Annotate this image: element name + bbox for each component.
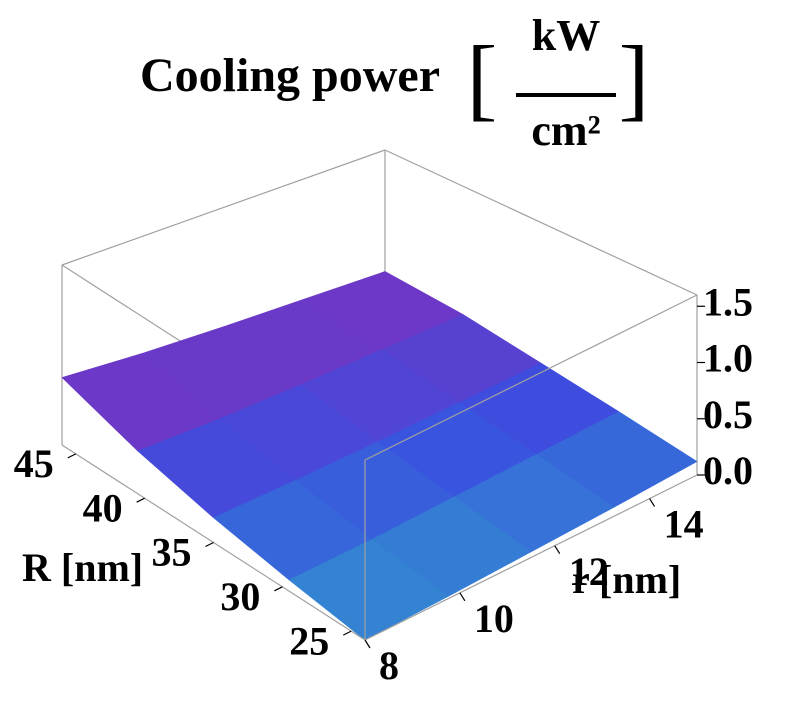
y-tick-label: 45 — [14, 441, 54, 486]
x-tick-label: 10 — [474, 596, 514, 641]
x-tick — [459, 592, 466, 602]
x-tick-label: 12 — [569, 549, 609, 594]
y-tick — [274, 586, 283, 592]
x-tick-label: 8 — [379, 643, 399, 688]
y-tick — [342, 630, 352, 636]
z-tick-label: 1.5 — [703, 279, 753, 324]
y-tick-label: 30 — [220, 574, 260, 619]
x-tick — [364, 639, 371, 649]
z-tick-label: 1.0 — [703, 336, 753, 381]
box-edge — [384, 149, 698, 296]
y-tick-label: 25 — [289, 618, 329, 663]
z-tick-label: 0.0 — [703, 448, 753, 493]
y-tick — [67, 453, 77, 459]
y-axis-label: R [nm] — [22, 545, 143, 590]
y-tick — [136, 497, 145, 503]
x-tick-label: 14 — [664, 502, 704, 547]
bracket: [ — [467, 27, 498, 129]
z-tick-label: 0.5 — [703, 392, 753, 437]
box-edge — [364, 294, 698, 461]
unit-numerator: kW — [532, 11, 600, 60]
box-edge — [364, 474, 698, 641]
surface — [61, 271, 698, 641]
bracket: ] — [619, 27, 650, 129]
chart-title: Cooling power — [140, 49, 440, 102]
unit-denominator: cm² — [531, 106, 600, 155]
x-axis-label: r [nm] — [572, 557, 681, 602]
y-tick-label: 40 — [83, 485, 123, 530]
box-front: 25 30 35 40 45 8 10 12 14 0.0 0.5 1.0 1.5 — [14, 279, 753, 688]
box-edge — [61, 149, 386, 266]
y-tick-label: 35 — [152, 530, 192, 575]
x-tick — [554, 545, 561, 555]
x-tick — [649, 498, 656, 507]
y-tick — [205, 541, 214, 548]
surface-patch — [288, 539, 449, 641]
